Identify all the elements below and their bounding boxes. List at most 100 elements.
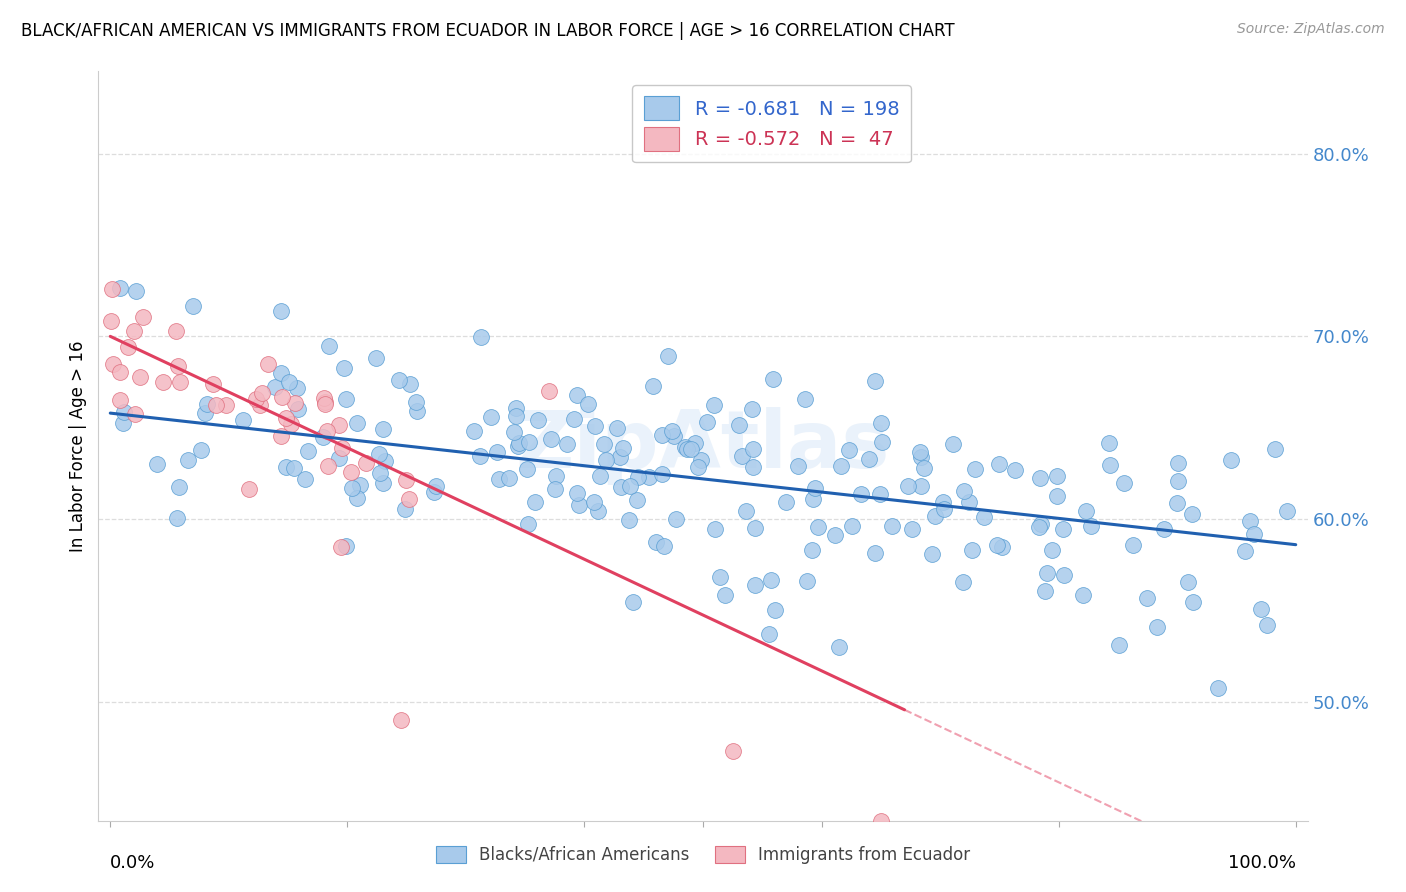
Point	[910, 479, 932, 493]
Point	[470, 449, 492, 463]
Point	[314, 397, 336, 411]
Point	[796, 574, 818, 588]
Point	[332, 441, 354, 455]
Point	[257, 357, 280, 371]
Point	[1076, 504, 1098, 518]
Point	[801, 491, 824, 506]
Point	[858, 452, 880, 467]
Point	[271, 390, 294, 404]
Point	[1234, 544, 1257, 558]
Point	[807, 520, 830, 534]
Point	[762, 372, 785, 386]
Point	[910, 450, 932, 465]
Text: 0.0%: 0.0%	[110, 854, 156, 871]
Text: ZipAtlas: ZipAtlas	[516, 407, 890, 485]
Point	[704, 522, 727, 536]
Point	[593, 436, 616, 450]
Point	[169, 375, 191, 389]
Point	[869, 487, 891, 501]
Point	[626, 493, 648, 508]
Point	[1275, 503, 1298, 517]
Point	[122, 324, 145, 338]
Point	[721, 744, 744, 758]
Point	[654, 539, 676, 553]
Point	[1052, 522, 1074, 536]
Point	[330, 540, 353, 554]
Point	[863, 374, 886, 388]
Point	[335, 539, 357, 553]
Point	[562, 411, 585, 425]
Point	[177, 453, 200, 467]
Text: 100.0%: 100.0%	[1227, 854, 1296, 871]
Point	[276, 460, 298, 475]
Point	[1167, 474, 1189, 488]
Point	[742, 460, 765, 475]
Point	[910, 445, 932, 459]
Point	[932, 502, 955, 516]
Point	[1166, 496, 1188, 510]
Point	[565, 388, 588, 402]
Point	[585, 418, 607, 433]
Point	[145, 457, 167, 471]
Point	[205, 399, 228, 413]
Point	[1208, 681, 1230, 695]
Point	[232, 413, 254, 427]
Point	[366, 351, 388, 365]
Point	[728, 418, 751, 433]
Point	[744, 521, 766, 535]
Point	[166, 510, 188, 524]
Point	[965, 462, 987, 476]
Point	[865, 546, 887, 560]
Point	[389, 713, 412, 727]
Point	[609, 450, 631, 464]
Point	[942, 437, 965, 451]
Point	[870, 434, 893, 449]
Point	[181, 299, 204, 313]
Point	[270, 304, 292, 318]
Point	[619, 513, 641, 527]
Point	[973, 510, 995, 524]
Text: BLACK/AFRICAN AMERICAN VS IMMIGRANTS FROM ECUADOR IN LABOR FORCE | AGE > 16 CORR: BLACK/AFRICAN AMERICAN VS IMMIGRANTS FRO…	[21, 22, 955, 40]
Point	[485, 445, 508, 459]
Point	[516, 462, 538, 476]
Point	[742, 442, 765, 457]
Point	[346, 491, 368, 505]
Point	[1004, 463, 1026, 477]
Point	[526, 413, 548, 427]
Point	[714, 588, 737, 602]
Point	[690, 453, 713, 467]
Point	[112, 405, 135, 419]
Point	[517, 517, 540, 532]
Point	[960, 543, 983, 558]
Point	[1256, 618, 1278, 632]
Point	[395, 473, 418, 487]
Point	[568, 498, 591, 512]
Point	[758, 627, 780, 641]
Point	[775, 495, 797, 509]
Point	[555, 437, 578, 451]
Point	[340, 481, 363, 495]
Point	[1136, 591, 1159, 605]
Point	[986, 538, 1008, 552]
Point	[354, 457, 377, 471]
Point	[1146, 620, 1168, 634]
Legend: Blacks/African Americans, Immigrants from Ecuador: Blacks/African Americans, Immigrants fro…	[427, 838, 979, 872]
Point	[735, 504, 758, 518]
Point	[673, 440, 696, 454]
Point	[335, 392, 357, 406]
Point	[1098, 436, 1121, 450]
Point	[1239, 514, 1261, 528]
Point	[540, 432, 562, 446]
Point	[588, 504, 610, 518]
Point	[328, 417, 350, 432]
Point	[645, 534, 668, 549]
Point	[610, 480, 633, 494]
Point	[368, 467, 391, 481]
Point	[312, 391, 335, 405]
Point	[627, 469, 650, 483]
Point	[709, 570, 731, 584]
Point	[912, 461, 935, 475]
Point	[1029, 470, 1052, 484]
Point	[1220, 452, 1243, 467]
Point	[851, 486, 873, 500]
